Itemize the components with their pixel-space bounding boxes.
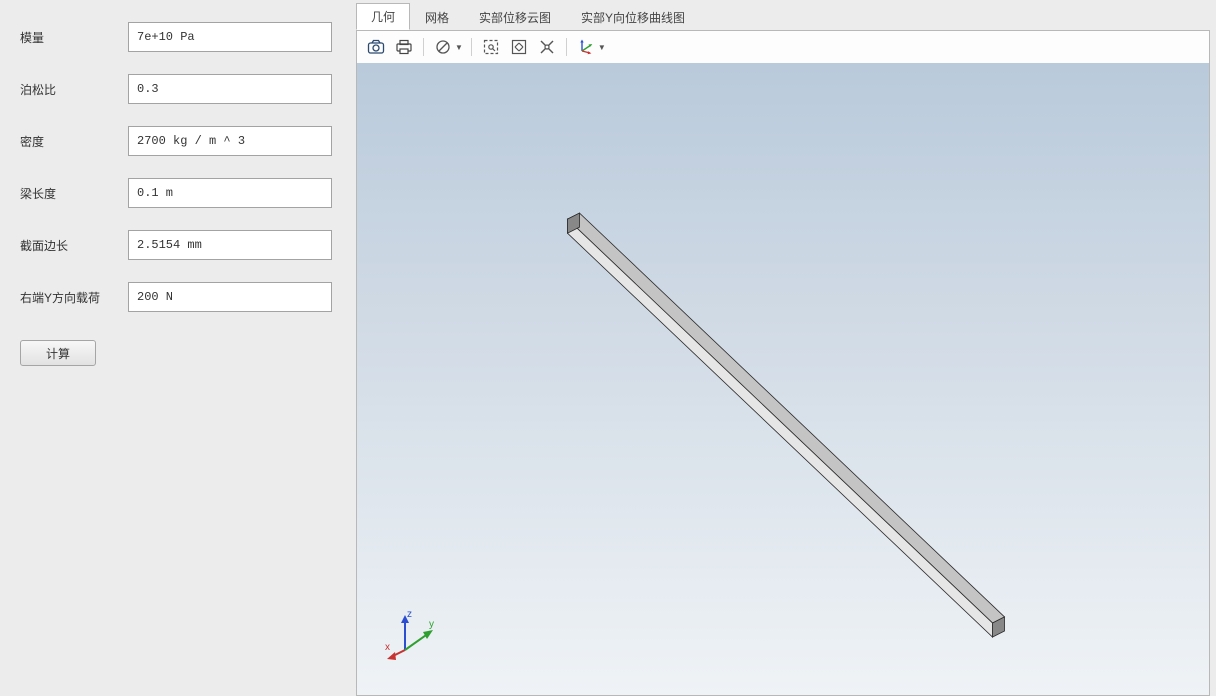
toolbar-separator bbox=[423, 38, 424, 56]
svg-text:z: z bbox=[407, 609, 412, 620]
tab-y-displacement-curve[interactable]: 实部Y向位移曲线图 bbox=[566, 4, 700, 30]
svg-text:y: y bbox=[429, 619, 434, 630]
dropdown-arrow-icon: ▼ bbox=[455, 43, 463, 52]
input-length[interactable] bbox=[128, 178, 332, 208]
label-poisson: 泊松比 bbox=[20, 81, 120, 98]
field-length: 梁长度 bbox=[20, 178, 332, 208]
printer-icon[interactable] bbox=[393, 36, 415, 58]
viewport-panel: 几何 网格 实部位移云图 实部Y向位移曲线图 ▼ bbox=[352, 0, 1216, 695]
tab-bar: 几何 网格 实部位移云图 实部Y向位移曲线图 bbox=[352, 6, 1216, 30]
compute-button[interactable]: 计算 bbox=[20, 340, 96, 366]
field-modulus: 模量 bbox=[20, 22, 332, 52]
fit-all-icon[interactable] bbox=[508, 36, 530, 58]
tab-displacement-cloud[interactable]: 实部位移云图 bbox=[464, 4, 566, 30]
field-density: 密度 bbox=[20, 126, 332, 156]
label-density: 密度 bbox=[20, 133, 120, 150]
zoom-frame-icon[interactable] bbox=[480, 36, 502, 58]
input-cross-section[interactable] bbox=[128, 230, 332, 260]
input-density[interactable] bbox=[128, 126, 332, 156]
field-cross-section: 截面边长 bbox=[20, 230, 332, 260]
label-modulus: 模量 bbox=[20, 29, 120, 46]
axes-icon[interactable] bbox=[575, 36, 597, 58]
camera-icon[interactable] bbox=[365, 36, 387, 58]
input-panel: 模量 泊松比 密度 梁长度 截面边长 右端Y方向载荷 计算 bbox=[0, 0, 352, 695]
label-length: 梁长度 bbox=[20, 185, 120, 202]
input-load[interactable] bbox=[128, 282, 332, 312]
label-cross-section: 截面边长 bbox=[20, 237, 120, 254]
axis-triad: z y x bbox=[385, 605, 445, 665]
field-load: 右端Y方向载荷 bbox=[20, 282, 332, 312]
toolbar-separator bbox=[471, 38, 472, 56]
circle-slash-icon[interactable] bbox=[432, 36, 454, 58]
input-modulus[interactable] bbox=[128, 22, 332, 52]
dropdown-arrow-icon: ▼ bbox=[598, 43, 606, 52]
field-poisson: 泊松比 bbox=[20, 74, 332, 104]
render-mode-dropdown[interactable]: ▼ bbox=[432, 36, 463, 58]
isolate-icon[interactable] bbox=[536, 36, 558, 58]
svg-text:x: x bbox=[385, 642, 390, 653]
viewport: ▼ ▼ bbox=[356, 30, 1210, 696]
tab-mesh[interactable]: 网格 bbox=[410, 4, 464, 30]
canvas-3d[interactable]: z y x bbox=[357, 63, 1209, 695]
tab-geometry[interactable]: 几何 bbox=[356, 3, 410, 30]
beam-render bbox=[357, 63, 1209, 695]
axes-dropdown[interactable]: ▼ bbox=[575, 36, 606, 58]
input-poisson[interactable] bbox=[128, 74, 332, 104]
toolbar-separator bbox=[566, 38, 567, 56]
viewport-toolbar: ▼ ▼ bbox=[357, 31, 1209, 63]
label-load: 右端Y方向载荷 bbox=[20, 289, 120, 306]
